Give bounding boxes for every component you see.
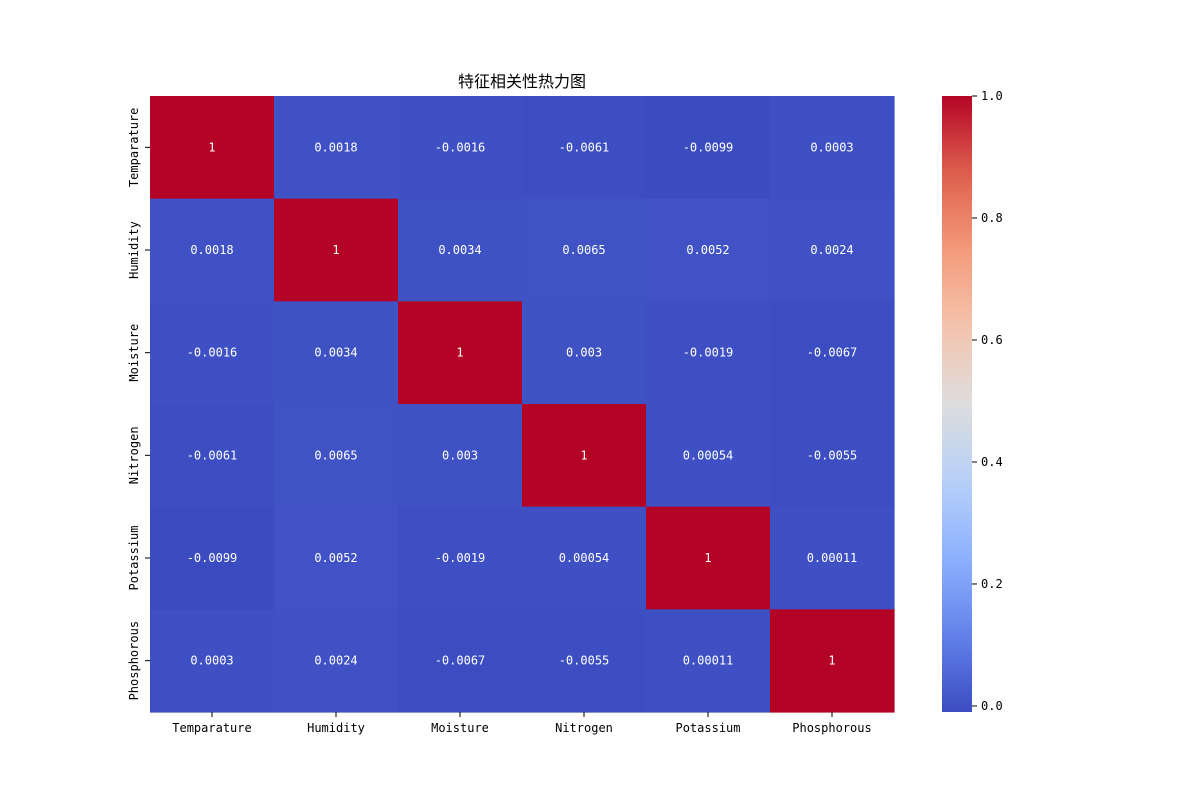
colorbar: 0.0 0.2 0.4 0.6 0.8 1.0 [942, 89, 1003, 713]
x-tick-label: Moisture [431, 721, 489, 735]
y-tick-label: Humidity [127, 221, 141, 279]
colorbar-gradient [942, 96, 972, 712]
y-axis: Temparature Humidity Moisture Nitrogen Potas… [127, 108, 150, 700]
heatmap-cell [522, 198, 647, 302]
heatmap-cell [150, 609, 275, 713]
colorbar-tick-label: 0.6 [981, 333, 1003, 347]
heatmap-cell [398, 506, 523, 610]
cell-annotation: 0.0018 [190, 243, 233, 257]
heatmap-cell [150, 404, 275, 508]
heatmap-cell [770, 301, 895, 405]
heatmap-cell [150, 301, 275, 405]
heatmap-cell [274, 96, 399, 200]
chart-title: 特征相关性热力图 [458, 72, 586, 91]
cell-annotation: 0.0034 [314, 346, 357, 360]
y-tick-label: Moisture [127, 324, 141, 382]
heatmap-cell [770, 198, 895, 302]
heatmap-cell [398, 404, 523, 508]
x-tick-label: Temparature [172, 721, 251, 735]
heatmap-cell [646, 198, 771, 302]
heatmap-cell [646, 96, 771, 200]
cell-annotation: 0.0024 [810, 243, 853, 257]
cell-annotation: 0.003 [566, 346, 602, 360]
cell-annotation: 0.00054 [683, 448, 734, 462]
colorbar-tick-label: 0.0 [981, 699, 1003, 713]
colorbar-tick-label: 0.8 [981, 211, 1003, 225]
heatmap-cell [770, 506, 895, 610]
heatmap-cell [398, 96, 523, 200]
cell-annotation: 1 [580, 448, 587, 462]
x-axis: Temparature Humidity Moisture Nitrogen Potas… [172, 712, 872, 735]
cell-annotation: 0.0052 [686, 243, 729, 257]
cell-annotation: -0.0099 [187, 551, 238, 565]
colorbar-tick-label: 0.4 [981, 455, 1003, 469]
y-tick-label: Nitrogen [127, 426, 141, 484]
cell-annotation: 1 [208, 140, 215, 154]
cell-annotation: 1 [456, 346, 463, 360]
heatmap-cell [522, 609, 647, 713]
heatmap-cell [646, 506, 771, 610]
cell-annotations: 1 0.0018 -0.0016 -0.0061 -0.0099 0.0003 0.0018… [187, 140, 858, 667]
cell-annotation: -0.0061 [559, 140, 610, 154]
heatmap-cell [398, 198, 523, 302]
cell-annotation: 0.0065 [562, 243, 605, 257]
cell-annotation: 0.0034 [438, 243, 481, 257]
heatmap-cell [522, 404, 647, 508]
x-tick-label: Potassium [675, 721, 740, 735]
cell-annotation: 0.0024 [314, 654, 357, 668]
cell-annotation: -0.0055 [807, 448, 858, 462]
heatmap-cell [522, 506, 647, 610]
x-tick-label: Nitrogen [555, 721, 613, 735]
cell-annotation: -0.0099 [683, 140, 734, 154]
cell-annotation: 0.003 [442, 448, 478, 462]
cell-annotation: 0.0003 [190, 654, 233, 668]
heatmap-cell [646, 609, 771, 713]
heatmap-cell [646, 404, 771, 508]
heatmap-cell [150, 198, 275, 302]
cell-annotation: -0.0016 [187, 346, 238, 360]
y-tick-label: Phosphorous [127, 621, 141, 700]
cell-annotation: 1 [332, 243, 339, 257]
cell-annotation: 1 [704, 551, 711, 565]
cell-annotation: 0.0052 [314, 551, 357, 565]
heatmap-cell [770, 96, 895, 200]
cell-annotation: 0.0003 [810, 140, 853, 154]
heatmap-cells [150, 96, 895, 713]
y-tick-label: Temparature [127, 108, 141, 187]
colorbar-tick-label: 0.2 [981, 577, 1003, 591]
heatmap-cell [274, 609, 399, 713]
colorbar-tick-label: 1.0 [981, 89, 1003, 103]
heatmap-cell [150, 506, 275, 610]
cell-annotation: 0.00011 [807, 551, 858, 565]
x-tick-label: Humidity [307, 721, 365, 735]
cell-annotation: -0.0067 [807, 346, 858, 360]
cell-annotation: 0.00011 [683, 654, 734, 668]
cell-annotation: -0.0055 [559, 654, 610, 668]
cell-annotation: 0.0065 [314, 448, 357, 462]
heatmap-cell [522, 96, 647, 200]
cell-annotation: 0.00054 [559, 551, 610, 565]
cell-annotation: -0.0019 [435, 551, 486, 565]
cell-annotation: -0.0067 [435, 654, 486, 668]
heatmap-cell [770, 609, 895, 713]
heatmap-cell [274, 506, 399, 610]
heatmap-cell [398, 301, 523, 405]
heatmap-cell [522, 301, 647, 405]
heatmap-cell [274, 198, 399, 302]
heatmap-cell [274, 404, 399, 508]
cell-annotation: 0.0018 [314, 140, 357, 154]
cell-annotation: -0.0019 [683, 346, 734, 360]
heatmap-cell [646, 301, 771, 405]
y-tick-label: Potassium [127, 525, 141, 590]
cell-annotation: 1 [828, 654, 835, 668]
heatmap-cell [398, 609, 523, 713]
heatmap-cell [274, 301, 399, 405]
x-tick-label: Phosphorous [792, 721, 871, 735]
heatmap-cell [150, 96, 275, 200]
cell-annotation: -0.0016 [435, 140, 486, 154]
cell-annotation: -0.0061 [187, 448, 238, 462]
heatmap-cell [770, 404, 895, 508]
